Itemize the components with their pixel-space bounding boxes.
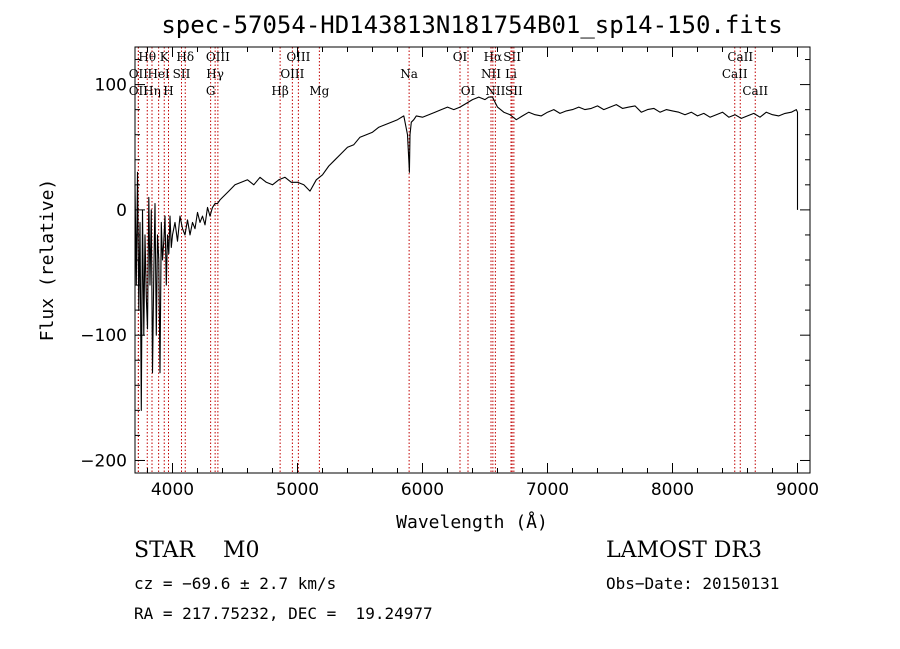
x-tick-label: 9000 [776,480,819,500]
plot-frame [134,46,811,474]
line-label: Li [505,67,517,81]
y-axis-label: Flux (relative) [37,179,58,342]
y-tick-label: −200 [80,451,127,471]
line-label: Hη [143,84,161,98]
x-tick-label: 7000 [526,480,569,500]
line-label: CaII [742,84,768,98]
line-label: Hβ [271,84,288,98]
x-tick-label: 4000 [151,480,194,500]
chart-title: spec-57054-HD143813N181754B01_sp14-150.f… [161,11,782,39]
survey-name: LAMOST DR3 [606,538,762,563]
line-label: OIII [286,50,310,64]
object-class: STAR M0 [134,538,260,563]
line-label: OII [129,84,149,98]
line-label: NII [481,67,501,81]
line-label: OI [461,84,476,98]
y-tick-label: 100 [95,76,127,96]
y-tick-label: 0 [116,201,127,221]
line-label: NII [485,84,505,98]
line-label: Mg [309,84,329,98]
y-tick-label: −100 [80,326,127,346]
line-label: OIII [280,67,304,81]
line-label: Na [400,67,418,81]
axis-ticks: 4000 5000 6000 7000 8000 9000 −200 −100 0 100 [80,47,819,500]
x-tick-label: 8000 [651,480,694,500]
series-group [134,96,799,411]
line-label: SII [173,67,191,81]
line-label: SII [505,84,523,98]
obs-date: Obs−Date: 20150131 [606,574,780,593]
line-label: Hδ [176,50,194,64]
line-label: CaII [722,67,748,81]
line-label: Hα [484,50,503,64]
line-label: CaII [727,50,753,64]
line-label: OI [453,50,468,64]
line-label: K [160,50,170,64]
line-label: H [163,84,173,98]
x-tick-label: 5000 [276,480,319,500]
line-label: SII [503,50,521,64]
line-label: Hθ [138,50,156,64]
x-axis-label: Wavelength (Å) [396,511,548,533]
spectrum-line [134,96,799,411]
x-tick-label: 6000 [401,480,444,500]
ra-dec: RA = 217.75232, DEC = 19.24977 [134,604,433,623]
redshift-cz: cz = −69.6 ± 2.7 km/s [134,574,337,593]
line-label: G [206,84,216,98]
line-label: OII [129,67,149,81]
line-label: Hγ [206,67,224,81]
line-label: HeI [147,67,170,81]
line-label: OIII [206,50,230,64]
